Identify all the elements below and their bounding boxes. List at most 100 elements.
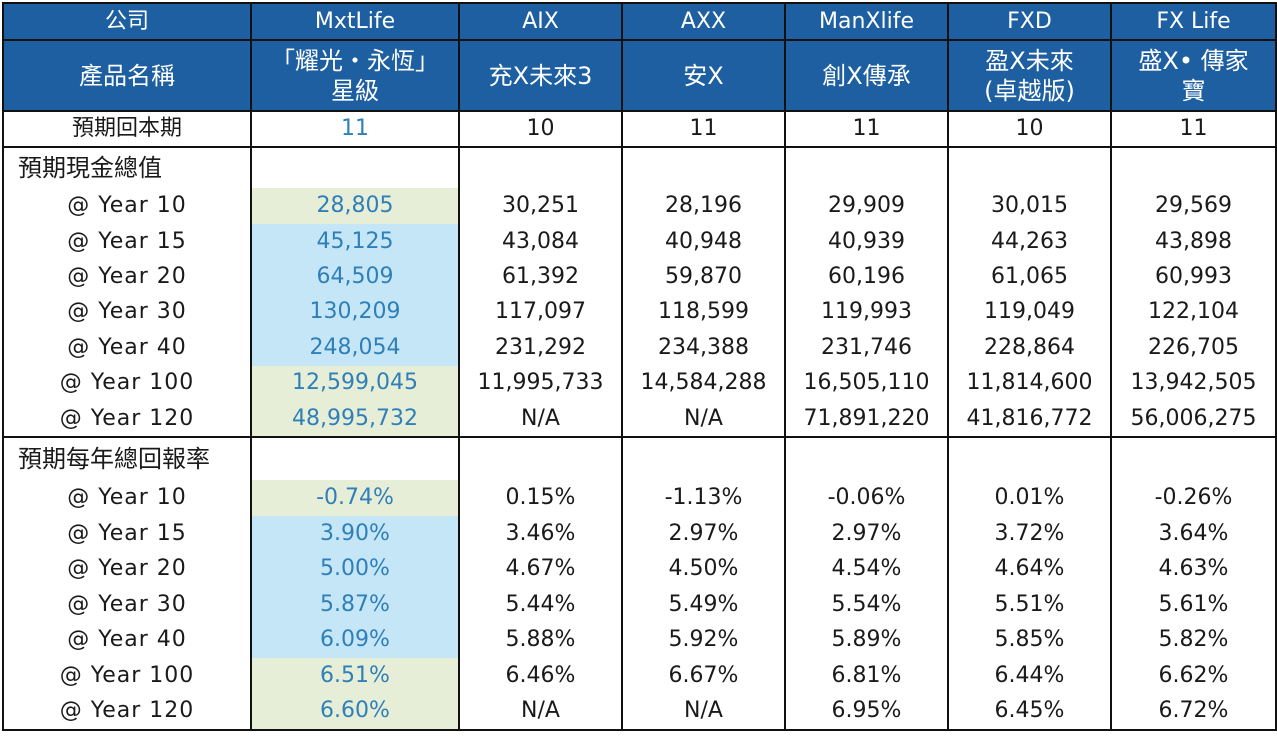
table-row: @ Year 10 -0.74% 0.15% -1.13% -0.06% 0.01% -0.…	[2, 480, 1277, 517]
table-row: @ Year 40 6.09% 5.88% 5.92% 5.89% 5.85% 5.82%	[2, 622, 1277, 658]
year-label: @ Year 20	[2, 259, 252, 295]
table-row: @ Year 100 6.51% 6.46% 6.67% 6.81% 6.44% 6.62%	[2, 657, 1277, 694]
empty-cell	[1110, 436, 1277, 481]
value-cell: -0.26%	[1110, 480, 1277, 517]
company-label: 公司	[2, 2, 252, 41]
product-name: 充X未來3	[458, 39, 623, 112]
value-cell: 6.95%	[784, 693, 949, 731]
product-name-line: 「耀光・永恆」	[271, 46, 439, 75]
product-name-line: 盈X未來	[985, 46, 1074, 75]
year-label: @ Year 40	[2, 330, 252, 366]
highlighted-value-cell: 5.00%	[250, 551, 460, 588]
value-cell: 6.46%	[458, 657, 623, 694]
value-cell: 4.54%	[784, 551, 949, 588]
value-cell: 5.89%	[784, 622, 949, 658]
product-name: 創X傳承	[784, 39, 949, 112]
value-cell: 119,049	[947, 294, 1112, 331]
value-cell: 61,065	[947, 259, 1112, 295]
company-name: MxtLife	[250, 2, 460, 41]
year-label: @ Year 20	[2, 551, 252, 588]
empty-cell	[458, 436, 623, 481]
value-cell: 40,948	[621, 224, 786, 260]
value-cell: 59,870	[621, 259, 786, 295]
year-label: @ Year 40	[2, 622, 252, 658]
payback-label: 預期回本期	[2, 110, 252, 148]
highlighted-value-cell: 6.09%	[250, 622, 460, 658]
empty-cell	[621, 146, 786, 188]
table-row: @ Year 15 45,125 43,084 40,948 40,939 44,263 4…	[2, 224, 1277, 260]
product-name-line: 寶	[1181, 76, 1206, 105]
section-label: 預期現金總值	[2, 146, 252, 188]
empty-cell	[250, 146, 460, 188]
product-name-line: 盛X• 傳家	[1138, 46, 1249, 75]
table-row: @ Year 30 130,209 117,097 118,599 119,993 119…	[2, 294, 1277, 331]
empty-cell	[947, 146, 1112, 188]
table-row: @ Year 10 28,805 30,251 28,196 29,909 30,015 2…	[2, 188, 1277, 224]
company-name: FXD	[947, 2, 1112, 41]
value-cell: 4.67%	[458, 551, 623, 588]
value-cell: 5.92%	[621, 622, 786, 658]
payback-value: 10	[458, 110, 623, 148]
value-cell: 6.72%	[1110, 693, 1277, 731]
company-name: AXX	[621, 2, 786, 41]
payback-value: 10	[947, 110, 1112, 148]
year-label: @ Year 30	[2, 294, 252, 331]
product-name-line: 星級	[331, 76, 379, 105]
company-name: ManXlife	[784, 2, 949, 41]
value-cell: 4.50%	[621, 551, 786, 588]
value-cell: 11,995,733	[458, 365, 623, 401]
value-cell: 41,816,772	[947, 400, 1112, 439]
company-name: FX Life	[1110, 2, 1277, 41]
table-row: @ Year 100 12,599,045 11,995,733 14,584,288…	[2, 365, 1277, 401]
product-name: 「耀光・永恆」 星級	[250, 39, 460, 112]
value-cell: 2.97%	[784, 516, 949, 552]
value-cell: N/A	[458, 400, 623, 439]
value-cell: 4.63%	[1110, 551, 1277, 588]
product-name-line: 充X未來3	[488, 61, 593, 90]
cash-value-section-row: 預期現金總值	[2, 146, 1277, 188]
value-cell: 43,898	[1110, 224, 1277, 260]
product-name: 安X	[621, 39, 786, 112]
year-label: @ Year 10	[2, 480, 252, 517]
value-cell: 122,104	[1110, 294, 1277, 331]
highlighted-value-cell: -0.74%	[250, 480, 460, 517]
value-cell: 5.88%	[458, 622, 623, 658]
highlighted-value-cell: 5.87%	[250, 587, 460, 623]
value-cell: 5.61%	[1110, 587, 1277, 623]
highlighted-value-cell: 28,805	[250, 188, 460, 224]
value-cell: 3.72%	[947, 516, 1112, 552]
value-cell: 43,084	[458, 224, 623, 260]
year-label: @ Year 100	[2, 365, 252, 401]
company-name: AIX	[458, 2, 623, 41]
product-name: 盛X• 傳家寶	[1110, 39, 1277, 112]
product-name-line: 安X	[683, 61, 724, 90]
value-cell: 11,814,600	[947, 365, 1112, 401]
section-label: 預期每年總回報率	[2, 436, 252, 481]
value-cell: 5.54%	[784, 587, 949, 623]
value-cell: 6.44%	[947, 657, 1112, 694]
value-cell: 5.49%	[621, 587, 786, 623]
value-cell: 0.01%	[947, 480, 1112, 517]
highlighted-value-cell: 130,209	[250, 294, 460, 331]
product-header-row: 產品名稱 「耀光・永恆」 星級 充X未來3 安X 創X傳承 盈X未來 (卓越版) 盛…	[2, 39, 1277, 112]
product-label: 產品名稱	[2, 39, 252, 112]
year-label: @ Year 30	[2, 587, 252, 623]
value-cell: 6.62%	[1110, 657, 1277, 694]
value-cell: N/A	[458, 693, 623, 731]
value-cell: 30,015	[947, 188, 1112, 224]
empty-cell	[947, 436, 1112, 481]
value-cell: 13,942,505	[1110, 365, 1277, 401]
value-cell: 29,569	[1110, 188, 1277, 224]
table-row: @ Year 20 64,509 61,392 59,870 60,196 61,065 6…	[2, 259, 1277, 295]
value-cell: 3.46%	[458, 516, 623, 552]
value-cell: 6.45%	[947, 693, 1112, 731]
value-cell: 5.51%	[947, 587, 1112, 623]
empty-cell	[784, 436, 949, 481]
table-row: @ Year 15 3.90% 3.46% 2.97% 2.97% 3.72% 3.64%	[2, 516, 1277, 552]
highlighted-value-cell: 45,125	[250, 224, 460, 260]
highlighted-value-cell: 48,995,732	[250, 400, 460, 439]
value-cell: 61,392	[458, 259, 623, 295]
payback-row: 預期回本期 11 10 11 11 10 11	[2, 110, 1277, 148]
value-cell: N/A	[621, 693, 786, 731]
year-label: @ Year 120	[2, 693, 252, 731]
